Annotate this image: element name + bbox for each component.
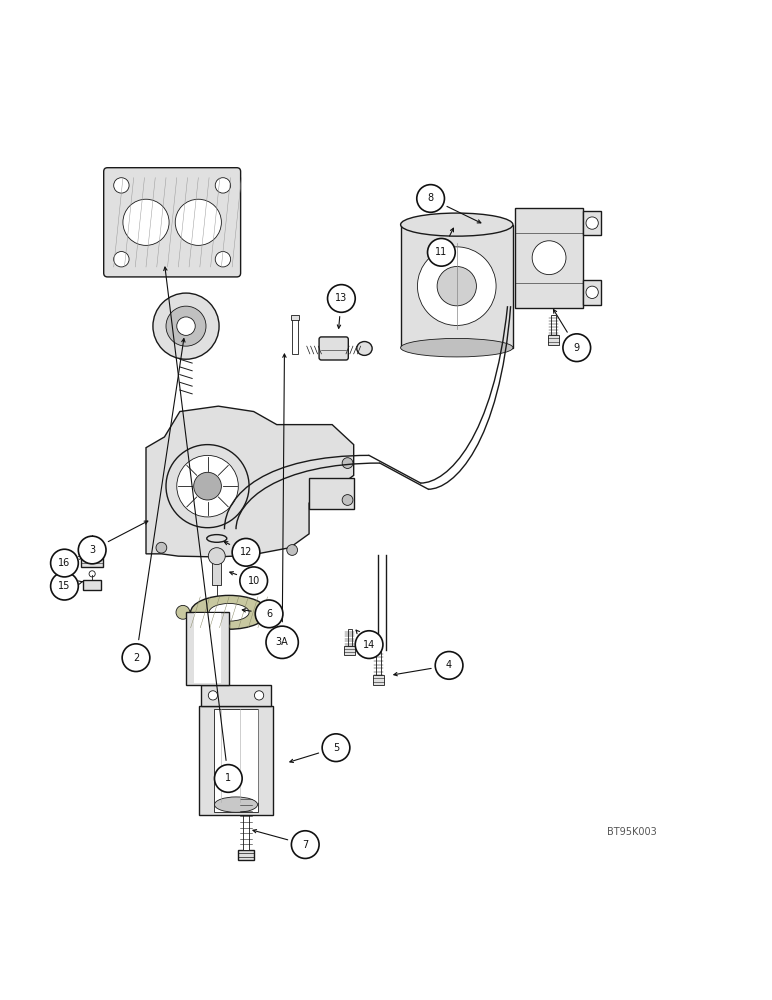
- Circle shape: [256, 600, 283, 628]
- Circle shape: [123, 199, 169, 245]
- Circle shape: [166, 306, 206, 346]
- Bar: [83, 580, 101, 590]
- Bar: [376, 650, 381, 675]
- Text: 3: 3: [89, 545, 95, 555]
- Circle shape: [327, 285, 355, 312]
- Text: 16: 16: [59, 558, 70, 568]
- Circle shape: [428, 238, 455, 266]
- Bar: [212, 562, 222, 585]
- Text: 11: 11: [435, 247, 448, 257]
- Text: BT95K003: BT95K003: [608, 827, 657, 837]
- Circle shape: [286, 545, 297, 555]
- Bar: [81, 553, 103, 567]
- Bar: [215, 709, 258, 812]
- Bar: [548, 335, 559, 345]
- Bar: [344, 646, 355, 655]
- Circle shape: [215, 765, 242, 792]
- Circle shape: [51, 572, 78, 600]
- Circle shape: [342, 495, 353, 505]
- Circle shape: [175, 199, 222, 245]
- Text: 13: 13: [335, 293, 347, 303]
- Circle shape: [208, 548, 225, 565]
- Circle shape: [240, 567, 268, 595]
- Bar: [373, 675, 384, 685]
- Circle shape: [342, 458, 353, 468]
- Bar: [85, 544, 99, 553]
- FancyBboxPatch shape: [103, 168, 241, 277]
- Text: 7: 7: [302, 840, 308, 850]
- Circle shape: [113, 178, 129, 193]
- Bar: [309, 478, 354, 509]
- Circle shape: [78, 536, 106, 564]
- Bar: [583, 280, 601, 305]
- Bar: [186, 612, 229, 685]
- Circle shape: [177, 317, 195, 335]
- Circle shape: [532, 241, 566, 275]
- Bar: [551, 315, 556, 335]
- Ellipse shape: [215, 797, 258, 812]
- Circle shape: [177, 455, 239, 517]
- Circle shape: [418, 247, 496, 325]
- Text: 9: 9: [574, 343, 580, 353]
- Circle shape: [208, 691, 218, 700]
- Circle shape: [153, 293, 219, 359]
- Circle shape: [194, 472, 222, 500]
- Text: 8: 8: [428, 193, 434, 203]
- Circle shape: [269, 605, 282, 619]
- Circle shape: [586, 286, 598, 298]
- Circle shape: [176, 605, 190, 619]
- Ellipse shape: [191, 595, 268, 629]
- Circle shape: [266, 626, 298, 658]
- Circle shape: [435, 652, 463, 679]
- Polygon shape: [146, 406, 354, 557]
- Text: 10: 10: [248, 576, 260, 586]
- Bar: [243, 794, 249, 850]
- Ellipse shape: [401, 338, 513, 357]
- Circle shape: [355, 631, 383, 658]
- Text: 15: 15: [58, 581, 71, 591]
- Bar: [401, 225, 513, 348]
- Circle shape: [215, 178, 231, 193]
- Circle shape: [586, 217, 598, 229]
- Text: 14: 14: [363, 640, 375, 650]
- Text: 6: 6: [266, 609, 273, 619]
- Ellipse shape: [357, 342, 372, 355]
- Circle shape: [122, 644, 150, 672]
- Bar: [309, 478, 354, 509]
- Circle shape: [437, 267, 476, 306]
- Bar: [347, 629, 352, 646]
- Text: 3A: 3A: [276, 637, 289, 647]
- Circle shape: [215, 252, 231, 267]
- Bar: [239, 850, 254, 860]
- Circle shape: [156, 542, 167, 553]
- Circle shape: [255, 691, 264, 700]
- Bar: [291, 315, 299, 320]
- Ellipse shape: [209, 604, 249, 621]
- Text: 4: 4: [446, 660, 452, 670]
- Circle shape: [417, 185, 445, 212]
- Bar: [583, 211, 601, 235]
- Circle shape: [563, 334, 591, 362]
- Circle shape: [166, 445, 249, 528]
- Ellipse shape: [401, 213, 513, 236]
- Circle shape: [232, 538, 260, 566]
- Bar: [194, 613, 222, 683]
- Circle shape: [113, 252, 129, 267]
- Text: 1: 1: [225, 773, 232, 783]
- Text: 12: 12: [240, 547, 252, 557]
- Circle shape: [89, 571, 95, 577]
- Bar: [199, 706, 273, 815]
- Bar: [515, 208, 583, 308]
- Bar: [292, 317, 298, 354]
- Text: 2: 2: [133, 653, 139, 663]
- FancyBboxPatch shape: [319, 337, 348, 360]
- Bar: [201, 685, 271, 706]
- Circle shape: [291, 831, 319, 858]
- Text: 5: 5: [333, 743, 339, 753]
- Circle shape: [322, 734, 350, 762]
- Circle shape: [51, 549, 78, 577]
